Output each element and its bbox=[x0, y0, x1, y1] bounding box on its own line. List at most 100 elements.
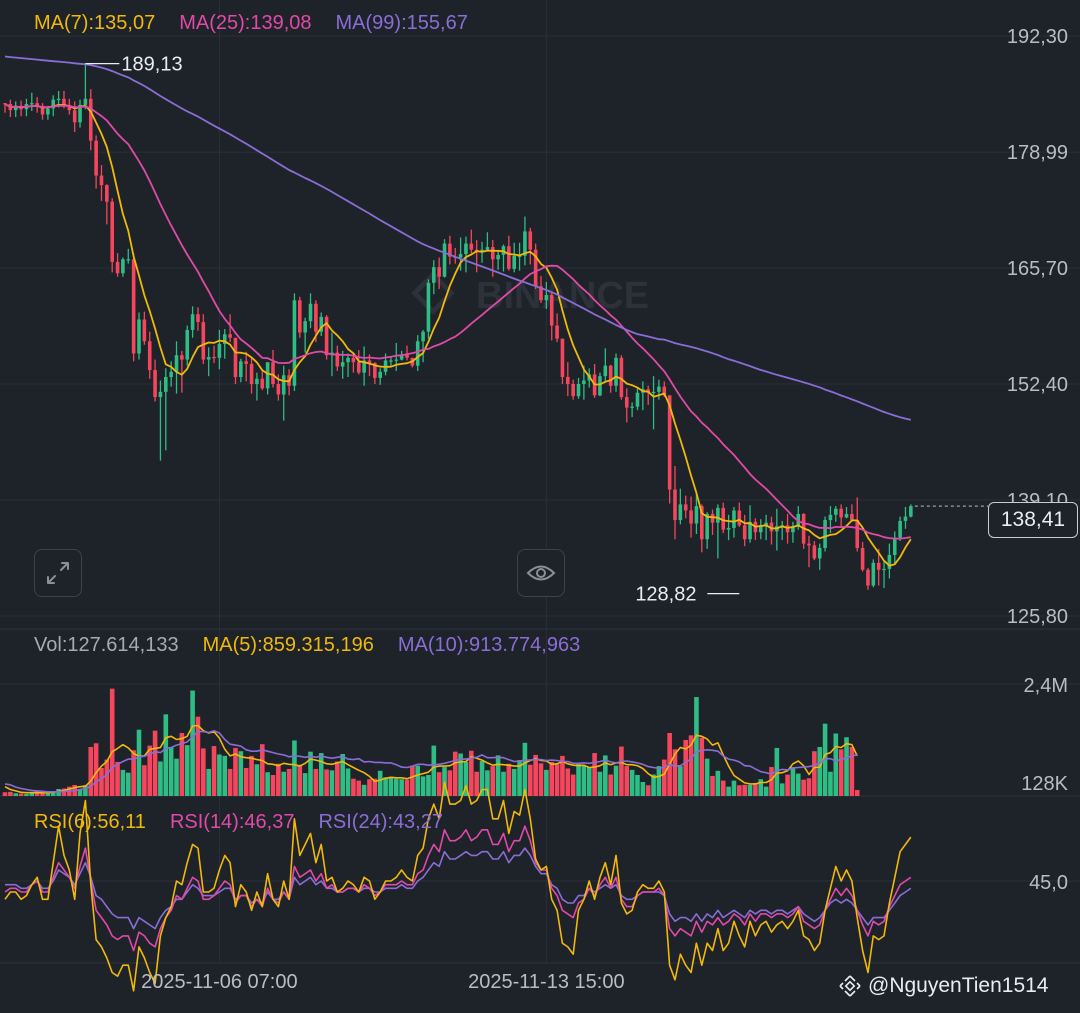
volume-bar bbox=[436, 772, 442, 796]
volume-bar bbox=[458, 753, 463, 796]
volume-bar bbox=[742, 784, 747, 796]
volume-bar bbox=[479, 761, 485, 796]
volume-bar bbox=[34, 791, 40, 796]
price-axis-label: 152,40 bbox=[1007, 374, 1068, 396]
legend-rsi6: RSI(6)56,11 bbox=[34, 811, 146, 834]
volume-bar bbox=[361, 784, 367, 796]
candle-body bbox=[153, 370, 157, 398]
volume-bar bbox=[661, 759, 667, 796]
candle-body bbox=[737, 510, 742, 526]
volume-bar bbox=[227, 768, 233, 796]
candle-body bbox=[582, 380, 586, 384]
candle-body bbox=[892, 537, 897, 555]
volume-bar bbox=[726, 786, 731, 796]
volume-bar bbox=[238, 751, 244, 796]
candle-body bbox=[807, 543, 811, 546]
volume-bar bbox=[286, 768, 292, 796]
candle-body bbox=[121, 259, 125, 274]
candle-body bbox=[496, 254, 500, 260]
candle-body bbox=[137, 319, 141, 354]
candle-body bbox=[791, 526, 795, 533]
candle-body bbox=[903, 516, 908, 521]
volume-bar bbox=[335, 761, 340, 796]
volume-bar bbox=[383, 777, 388, 796]
volume-bar bbox=[206, 768, 211, 796]
candle-body bbox=[30, 103, 34, 105]
volume-bar bbox=[790, 767, 796, 796]
candle-body bbox=[40, 105, 45, 115]
candle-body bbox=[308, 303, 313, 322]
volume-bar bbox=[302, 773, 308, 796]
volume-bar bbox=[24, 793, 29, 796]
candle-body bbox=[630, 406, 634, 408]
volume-bar bbox=[109, 688, 115, 796]
candle-body bbox=[523, 231, 527, 256]
candle-body bbox=[147, 341, 152, 371]
candle-body bbox=[362, 360, 366, 373]
watermark-text: @NguyenTien1514 bbox=[868, 974, 1049, 997]
volume-bar bbox=[533, 754, 538, 796]
candle-body bbox=[13, 105, 18, 111]
volume-bar bbox=[753, 782, 758, 796]
candle-body bbox=[566, 377, 570, 384]
volume-bar bbox=[270, 775, 276, 796]
candle-body bbox=[608, 365, 613, 386]
candle-body bbox=[46, 108, 50, 115]
candle-body bbox=[83, 98, 88, 105]
candle-body bbox=[201, 322, 206, 360]
volume-bar bbox=[147, 745, 153, 796]
candle-body bbox=[340, 362, 345, 367]
volume-bar bbox=[233, 747, 238, 796]
candle-body bbox=[51, 99, 56, 109]
candle-body bbox=[212, 356, 216, 359]
legend-ma99: MA(99)155,67 bbox=[336, 12, 468, 35]
candle-body bbox=[598, 376, 602, 396]
volume-bar bbox=[13, 793, 19, 796]
volume-bar bbox=[88, 747, 94, 796]
candle-body bbox=[839, 508, 843, 518]
candle-body bbox=[276, 384, 281, 395]
volume-bar bbox=[570, 774, 576, 796]
volume-bar bbox=[635, 775, 640, 796]
candle-body bbox=[62, 98, 66, 105]
volume-bar bbox=[93, 743, 99, 796]
volume-bar bbox=[276, 763, 281, 796]
volume-bar bbox=[554, 764, 560, 796]
candle-body bbox=[158, 391, 163, 398]
volume-bar bbox=[844, 737, 849, 796]
volume-bar bbox=[131, 750, 136, 796]
volume-bar bbox=[806, 778, 812, 796]
candle-body bbox=[298, 300, 302, 333]
candle-body bbox=[469, 243, 474, 250]
volume-bar bbox=[608, 774, 613, 796]
volume-bar bbox=[136, 729, 142, 796]
fullscreen-button[interactable] bbox=[34, 549, 82, 597]
candle-body bbox=[3, 103, 7, 105]
eye-icon bbox=[526, 565, 556, 581]
candle-body bbox=[448, 243, 452, 257]
candle-body bbox=[828, 514, 833, 521]
volume-bar bbox=[511, 768, 517, 796]
visibility-toggle-button[interactable] bbox=[517, 549, 565, 597]
candle-body bbox=[667, 395, 672, 490]
volume-bar bbox=[2, 792, 8, 796]
volume-bar bbox=[779, 783, 785, 796]
volume-bar bbox=[597, 771, 603, 796]
volume-bar bbox=[795, 773, 801, 796]
candle-body bbox=[281, 375, 286, 395]
candle-body bbox=[394, 359, 399, 361]
ma25-line bbox=[4, 103, 911, 540]
candle-body bbox=[742, 525, 747, 540]
volume-bar bbox=[415, 765, 421, 796]
volume-bar bbox=[211, 746, 217, 796]
volume-bar bbox=[447, 770, 453, 796]
volume-bar bbox=[50, 792, 56, 796]
volume-bar bbox=[243, 768, 249, 796]
volume-bar bbox=[61, 788, 67, 796]
candle-body bbox=[222, 334, 227, 344]
volume-bar bbox=[308, 751, 313, 796]
volume-bar bbox=[838, 749, 844, 796]
volume-axis-label: 2,4M bbox=[1024, 675, 1068, 697]
candle-body bbox=[817, 547, 822, 559]
